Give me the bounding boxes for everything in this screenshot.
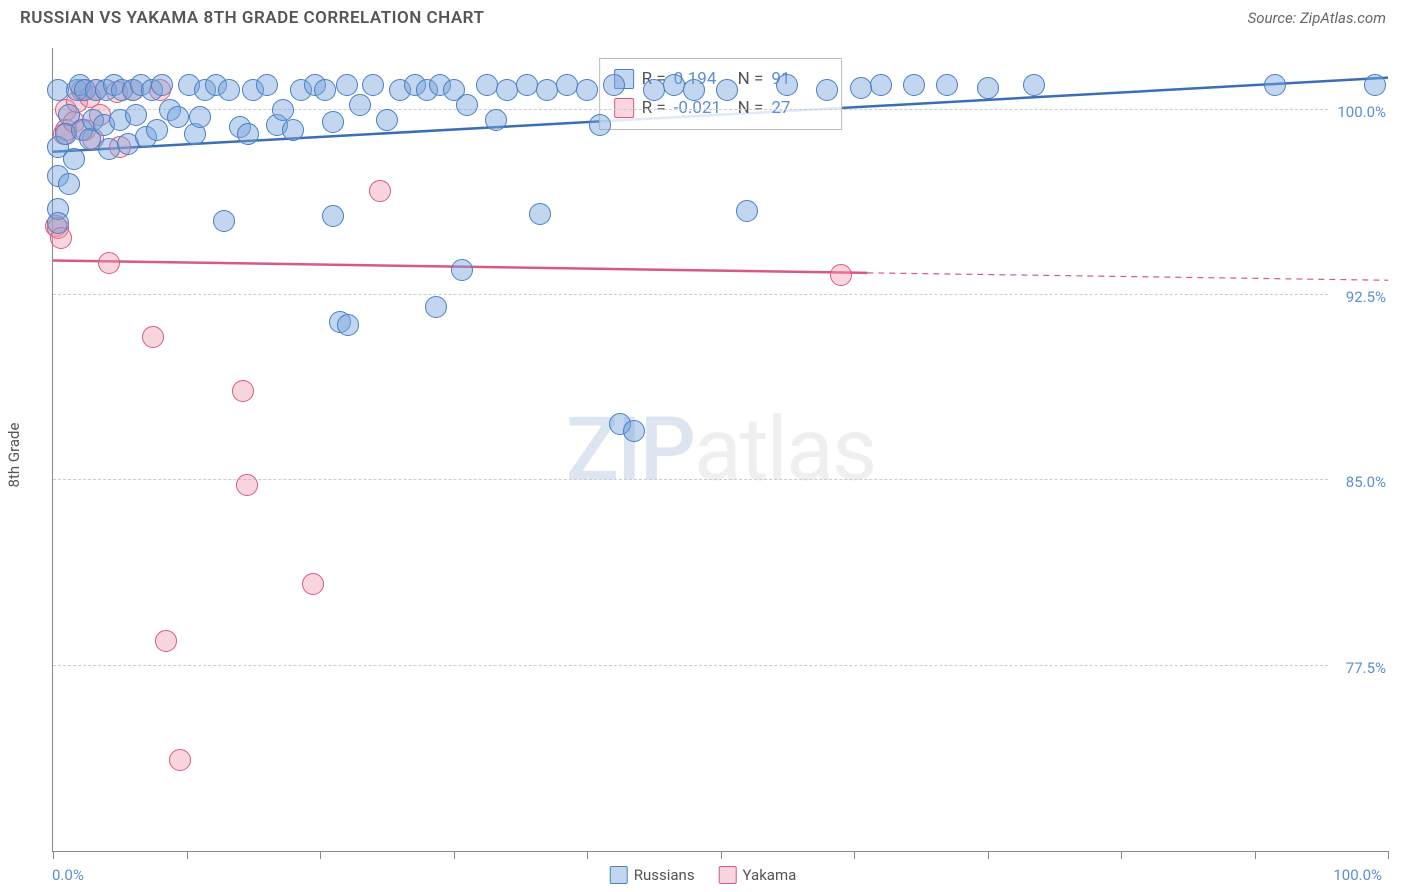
scatter-point-russians <box>218 79 240 101</box>
x-tick <box>320 851 321 859</box>
scatter-point-russians <box>536 79 558 101</box>
scatter-point-russians <box>256 74 278 96</box>
scatter-point-russians <box>776 74 798 96</box>
scatter-point-yakama <box>142 326 164 348</box>
scatter-point-russians <box>1023 74 1045 96</box>
scatter-point-russians <box>556 74 578 96</box>
trendlines-layer <box>53 48 1388 851</box>
gridline <box>53 665 1328 666</box>
scatter-point-russians <box>903 74 925 96</box>
scatter-point-russians <box>456 94 478 116</box>
scatter-point-russians <box>516 74 538 96</box>
scatter-point-russians <box>623 420 645 442</box>
scatter-point-yakama <box>232 380 254 402</box>
scatter-point-russians <box>58 173 80 195</box>
chart-title: RUSSIAN VS YAKAMA 8TH GRADE CORRELATION … <box>20 8 484 28</box>
y-tick-label: 92.5% <box>1346 288 1386 306</box>
gridline <box>53 109 1328 110</box>
scatter-point-russians <box>146 119 168 141</box>
watermark: ZIPatlas <box>566 398 876 501</box>
scatter-point-russians <box>237 123 259 145</box>
scatter-point-russians <box>362 74 384 96</box>
scatter-point-russians <box>496 79 518 101</box>
legend-item-yakama: Yakama <box>719 866 797 884</box>
n-label: N = <box>738 65 764 94</box>
x-tick <box>53 851 54 859</box>
y-tick-label: 77.5% <box>1346 659 1386 677</box>
scatter-point-russians <box>337 314 359 336</box>
watermark-zip: ZIP <box>566 398 694 501</box>
scatter-point-russians <box>485 109 507 131</box>
watermark-atlas: atlas <box>694 398 875 501</box>
x-axis-min-label: 0.0% <box>52 866 84 884</box>
legend-swatch-russians <box>610 866 628 884</box>
scatter-point-russians <box>683 79 705 101</box>
y-axis-title: 8th Grade <box>5 423 23 488</box>
scatter-point-russians <box>47 212 69 234</box>
scatter-point-russians <box>322 205 344 227</box>
legend-item-russians: Russians <box>610 866 695 884</box>
scatter-point-russians <box>977 77 999 99</box>
scatter-point-russians <box>272 99 294 121</box>
scatter-point-yakama <box>236 474 258 496</box>
gridline <box>53 294 1328 295</box>
scatter-point-russians <box>167 106 189 128</box>
scatter-point-russians <box>816 79 838 101</box>
legend-swatch-yakama <box>719 866 737 884</box>
legend-label-yakama: Yakama <box>743 866 797 884</box>
scatter-point-russians <box>151 74 173 96</box>
x-tick <box>721 851 722 859</box>
scatter-point-russians <box>736 200 758 222</box>
x-tick <box>1121 851 1122 859</box>
x-tick <box>454 851 455 859</box>
scatter-point-russians <box>1364 74 1386 96</box>
scatter-point-russians <box>1264 74 1286 96</box>
scatter-point-yakama <box>369 180 391 202</box>
scatter-point-russians <box>870 74 892 96</box>
source-label: Source: ZipAtlas.com <box>1248 9 1386 27</box>
chart-plot-area: ZIPatlas R = 0.194 N = 91 R = -0.021 N =… <box>52 48 1388 852</box>
scatter-point-russians <box>451 259 473 281</box>
scatter-point-russians <box>125 104 147 126</box>
y-tick-label: 85.0% <box>1346 473 1386 491</box>
x-tick <box>187 851 188 859</box>
scatter-point-russians <box>576 79 598 101</box>
scatter-point-yakama <box>155 630 177 652</box>
y-tick-label: 100.0% <box>1337 103 1386 121</box>
scatter-point-russians <box>336 74 358 96</box>
scatter-point-yakama <box>98 252 120 274</box>
scatter-point-russians <box>322 111 344 133</box>
scatter-point-russians <box>936 74 958 96</box>
scatter-point-russians <box>850 77 872 99</box>
scatter-point-yakama <box>830 264 852 286</box>
scatter-point-russians <box>663 74 685 96</box>
scatter-point-yakama <box>169 749 191 771</box>
scatter-point-russians <box>643 79 665 101</box>
scatter-point-russians <box>376 109 398 131</box>
scatter-point-russians <box>314 79 336 101</box>
legend-label-russians: Russians <box>634 866 695 884</box>
x-tick <box>1388 851 1389 859</box>
scatter-point-russians <box>425 296 447 318</box>
x-tick <box>587 851 588 859</box>
scatter-point-russians <box>716 79 738 101</box>
legend: Russians Yakama <box>610 866 797 884</box>
scatter-point-russians <box>589 114 611 136</box>
scatter-point-russians <box>476 74 498 96</box>
x-tick <box>988 851 989 859</box>
scatter-point-yakama <box>302 573 324 595</box>
scatter-point-russians <box>282 119 304 141</box>
scatter-point-russians <box>349 94 371 116</box>
x-tick <box>854 851 855 859</box>
scatter-point-russians <box>603 74 625 96</box>
x-axis-max-label: 100.0% <box>1333 866 1382 884</box>
scatter-point-russians <box>213 210 235 232</box>
scatter-point-russians <box>529 203 551 225</box>
x-tick <box>1255 851 1256 859</box>
scatter-point-russians <box>63 148 85 170</box>
scatter-point-russians <box>189 106 211 128</box>
